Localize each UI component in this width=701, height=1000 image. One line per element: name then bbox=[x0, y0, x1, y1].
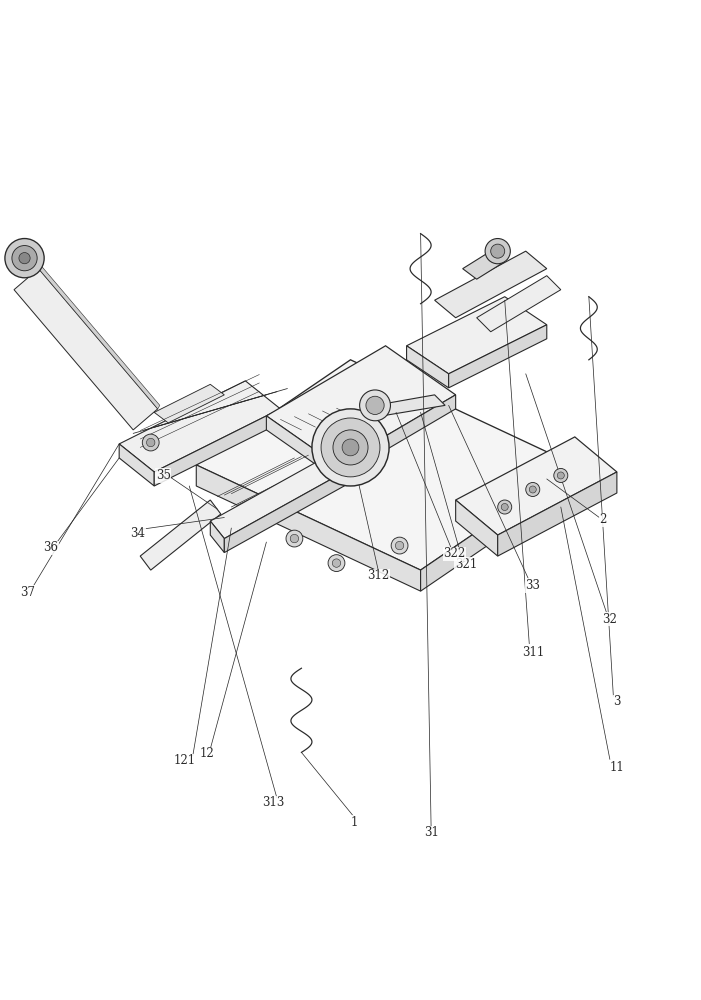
Polygon shape bbox=[463, 251, 505, 279]
Polygon shape bbox=[39, 265, 160, 409]
Circle shape bbox=[360, 390, 390, 421]
Circle shape bbox=[391, 537, 408, 554]
Circle shape bbox=[333, 430, 368, 465]
Circle shape bbox=[286, 530, 303, 547]
Circle shape bbox=[395, 541, 404, 550]
Polygon shape bbox=[266, 416, 336, 479]
Text: 312: 312 bbox=[367, 569, 390, 582]
Circle shape bbox=[342, 439, 359, 456]
Text: 35: 35 bbox=[156, 469, 171, 482]
Text: 321: 321 bbox=[455, 558, 477, 571]
Circle shape bbox=[332, 559, 341, 567]
Circle shape bbox=[529, 486, 536, 493]
Polygon shape bbox=[266, 346, 456, 465]
Circle shape bbox=[366, 396, 384, 414]
Polygon shape bbox=[196, 465, 421, 591]
Circle shape bbox=[147, 438, 155, 447]
Text: 2: 2 bbox=[599, 513, 606, 526]
Text: 32: 32 bbox=[602, 613, 618, 626]
Polygon shape bbox=[119, 444, 154, 486]
Polygon shape bbox=[456, 500, 498, 556]
Text: 11: 11 bbox=[609, 761, 625, 774]
Polygon shape bbox=[210, 521, 224, 553]
Polygon shape bbox=[224, 468, 350, 553]
Polygon shape bbox=[154, 384, 224, 423]
Circle shape bbox=[328, 555, 345, 572]
Polygon shape bbox=[498, 472, 617, 556]
Circle shape bbox=[526, 482, 540, 496]
Polygon shape bbox=[210, 451, 350, 539]
Circle shape bbox=[290, 534, 299, 543]
Text: 121: 121 bbox=[173, 754, 196, 767]
Text: 311: 311 bbox=[522, 646, 544, 659]
Text: 1: 1 bbox=[350, 816, 358, 829]
Polygon shape bbox=[449, 325, 547, 388]
Circle shape bbox=[19, 253, 30, 264]
Text: 322: 322 bbox=[443, 547, 465, 560]
Circle shape bbox=[312, 409, 389, 486]
Polygon shape bbox=[407, 297, 547, 374]
Text: 313: 313 bbox=[262, 796, 285, 809]
Text: 33: 33 bbox=[525, 579, 540, 592]
Circle shape bbox=[554, 468, 568, 482]
Circle shape bbox=[557, 472, 564, 479]
Polygon shape bbox=[421, 465, 575, 591]
Polygon shape bbox=[407, 346, 449, 388]
Text: 34: 34 bbox=[130, 527, 146, 540]
Polygon shape bbox=[14, 269, 158, 430]
Polygon shape bbox=[140, 500, 221, 570]
Polygon shape bbox=[119, 381, 280, 472]
Text: 36: 36 bbox=[43, 541, 58, 554]
Text: 31: 31 bbox=[423, 826, 439, 839]
Circle shape bbox=[142, 434, 159, 451]
Polygon shape bbox=[477, 276, 561, 332]
Circle shape bbox=[491, 244, 505, 258]
Text: 12: 12 bbox=[199, 747, 215, 760]
Polygon shape bbox=[336, 395, 456, 479]
Polygon shape bbox=[224, 465, 336, 535]
Polygon shape bbox=[154, 409, 280, 486]
Polygon shape bbox=[456, 437, 617, 535]
Circle shape bbox=[501, 504, 508, 511]
Polygon shape bbox=[375, 395, 445, 416]
Circle shape bbox=[12, 246, 37, 271]
Circle shape bbox=[498, 500, 512, 514]
Circle shape bbox=[321, 418, 380, 477]
Polygon shape bbox=[196, 360, 575, 570]
Text: 37: 37 bbox=[20, 586, 36, 599]
Circle shape bbox=[5, 239, 44, 278]
Text: 3: 3 bbox=[613, 695, 620, 708]
Polygon shape bbox=[435, 251, 547, 318]
Circle shape bbox=[485, 239, 510, 264]
